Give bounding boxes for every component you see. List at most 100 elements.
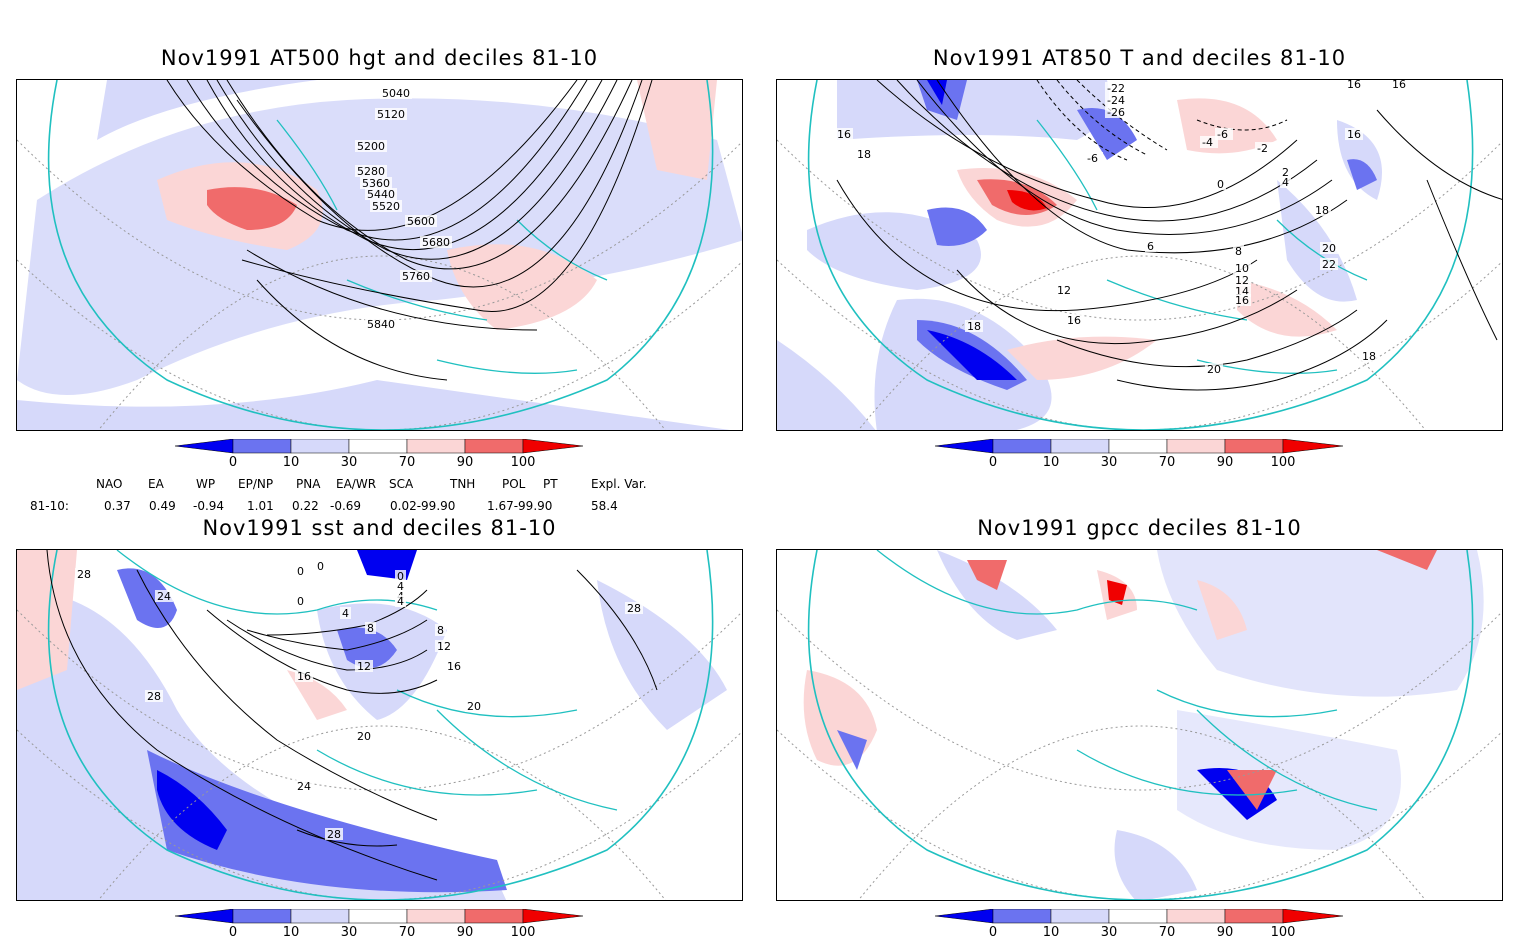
contour-label-bg: [1233, 262, 1251, 274]
contour-label-bg: [1255, 142, 1273, 154]
contour-label: 5520: [372, 200, 400, 213]
contour-label-bg: [1390, 80, 1408, 90]
contour-label-bg: [400, 270, 432, 282]
contour-label-bg: [370, 200, 402, 212]
colorbar-tick: 100: [510, 455, 536, 470]
contour-label-bg: [1105, 82, 1130, 94]
contour-label: -6: [1087, 152, 1098, 165]
colorbar-tick: 10: [1042, 455, 1060, 470]
contour-label-bg: [395, 595, 406, 607]
contour-label: 28: [627, 602, 641, 615]
contour-label-bg: [1313, 204, 1331, 216]
index-value: 1.01: [247, 499, 274, 513]
contour-label: 18: [967, 320, 981, 333]
index-header: POL: [502, 477, 526, 491]
contour-label: 24: [157, 590, 171, 603]
colorbar-sst: 0 10 30 70 90 100: [175, 909, 595, 951]
contour-label: 18: [857, 148, 871, 161]
colorbar-tick: 0: [228, 925, 238, 940]
index-value: 0.37: [104, 499, 131, 513]
map-sst: 2824004044812162024282820161282840: [16, 549, 743, 901]
contour-label-bg: [965, 320, 983, 332]
index-header: TNH: [450, 477, 476, 491]
colorbar-tick: 90: [1216, 455, 1234, 470]
contour-label-bg: [445, 660, 463, 672]
contour-label-bg: [1360, 350, 1378, 362]
index-value: 0.02-99.90: [390, 499, 456, 513]
colorbar-tick: 30: [1100, 455, 1118, 470]
contour-label-bg: [1233, 245, 1244, 257]
contour-label-bg: [325, 828, 343, 840]
contour-label-bg: [855, 148, 873, 160]
contour-label: 5360: [362, 177, 390, 190]
contour-label: 16: [1347, 128, 1361, 141]
contour-label-bg: [1215, 178, 1226, 190]
index-header: Expl. Var.: [591, 477, 647, 491]
contour-label-bg: [1200, 136, 1218, 148]
contour-label-bg: [355, 165, 387, 177]
index-header: NAO: [96, 477, 123, 491]
contour-label-bg: [465, 700, 483, 712]
contour-label-bg: [1345, 128, 1363, 140]
index-header: EP/NP: [238, 477, 274, 491]
index-value: 1.67-99.90: [487, 499, 553, 513]
contour-label: 5840: [367, 318, 395, 331]
contour-label: 16: [837, 128, 851, 141]
contour-label-bg: [365, 622, 376, 634]
contour-label-bg: [1205, 363, 1223, 375]
contour-label-bg: [420, 236, 452, 248]
colorbar-tick: 0: [988, 455, 998, 470]
contour-label-bg: [295, 565, 306, 577]
contour-label-bg: [1145, 240, 1156, 252]
contour-label: 4: [397, 595, 404, 608]
contour-label: -6: [1217, 128, 1228, 141]
colorbar-tick: 90: [1216, 925, 1234, 940]
contour-label: 18: [1315, 204, 1329, 217]
contour-label: 6: [1147, 240, 1154, 253]
contour-label-bg: [1320, 242, 1338, 254]
contour-label: 16: [1392, 80, 1406, 91]
contour-label: 0: [1217, 178, 1224, 191]
contour-label: 20: [1207, 363, 1221, 376]
colorbar-t850-graphic: [935, 439, 1344, 454]
index-header: WP: [196, 477, 216, 491]
contour-label-bg: [155, 590, 173, 602]
contour-label: 28: [77, 568, 91, 581]
index-header: SCA: [389, 477, 414, 491]
contour-label: 0: [297, 595, 304, 608]
panel-title-hgt500: Nov1991 AT500 hgt and deciles 81-10: [160, 46, 599, 70]
contour-label-bg: [355, 140, 387, 152]
colorbar-tick: 90: [456, 455, 474, 470]
contour-label-bg: [1280, 176, 1291, 188]
contour-label-bg: [1105, 106, 1130, 118]
contour-label-bg: [340, 607, 351, 619]
contour-label-bg: [380, 87, 412, 99]
map-gpcc-graphic: [777, 550, 1502, 900]
contour-label-bg: [1085, 152, 1103, 164]
contour-label-bg: [295, 595, 306, 607]
index-value: 0.49: [149, 499, 176, 513]
contour-label-bg: [435, 640, 453, 652]
contour-label: 5040: [382, 87, 410, 100]
colorbar-tick: 100: [1270, 455, 1296, 470]
panel-title-gpcc: Nov1991 gpcc deciles 81-10: [977, 516, 1302, 540]
contour-label: -24: [1107, 94, 1125, 107]
contour-label-bg: [1320, 258, 1338, 270]
contour-label: 4: [1282, 176, 1289, 189]
contour-label: 12: [1235, 274, 1249, 287]
colorbar-tick: 70: [1158, 455, 1176, 470]
contour-label: 5760: [402, 270, 430, 283]
colorbar-tick: 0: [228, 455, 238, 470]
contour-label-bg: [295, 780, 313, 792]
index-row-label: 81-10:: [30, 499, 69, 513]
contour-label-bg: [75, 568, 93, 580]
contour-label-bg: [435, 624, 446, 636]
colorbar-t850: 0 10 30 70 90 100: [935, 439, 1355, 481]
contour-label-bg: [1055, 284, 1073, 296]
contour-label: 16: [1067, 314, 1081, 327]
index-header: EA/WR: [336, 477, 377, 491]
contour-label: 4: [342, 607, 349, 620]
contour-label: 2: [1282, 166, 1289, 179]
